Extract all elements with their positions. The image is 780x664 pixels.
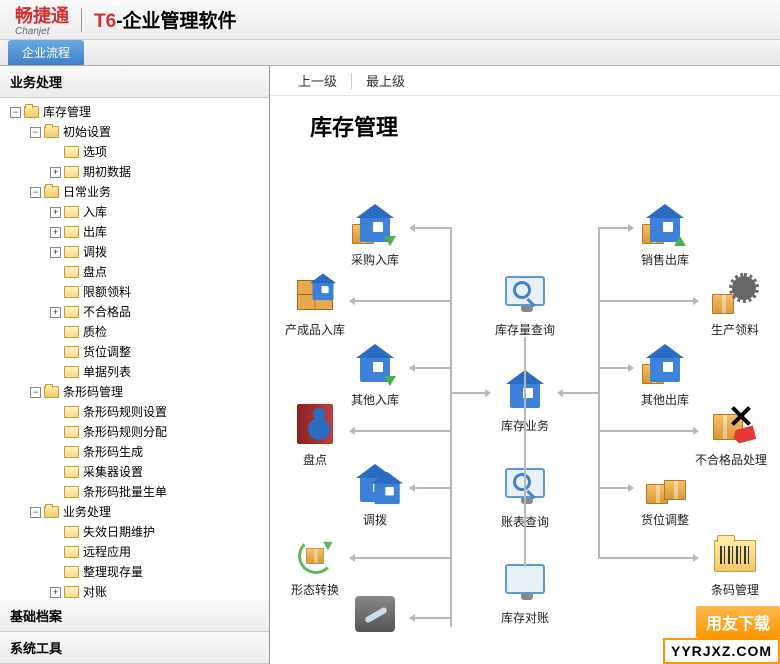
connector — [598, 430, 693, 432]
tree-limit[interactable]: 限额领料 — [50, 282, 267, 302]
connector — [415, 227, 450, 229]
node-shape-convert[interactable]: 形态转换 — [280, 532, 350, 598]
tree-tidystock[interactable]: 整理现存量 — [50, 562, 267, 582]
tree-reject[interactable]: +不合格品 — [50, 302, 267, 322]
logo: 畅捷通 Chanjet — [15, 2, 69, 37]
tree-barcode[interactable]: −条形码管理 — [30, 382, 267, 402]
node-stock-query[interactable]: 库存量查询 — [490, 272, 560, 338]
tree-out[interactable]: +出库 — [50, 222, 267, 242]
flow-diagram: 库存量查询 库存业务 账表查询 库存对账 采购入库 产成品入库 — [270, 142, 780, 662]
tree-root[interactable]: −库存管理 — [10, 102, 267, 122]
tree-biz[interactable]: −业务处理 — [30, 502, 267, 522]
tree-count[interactable]: 盘点 — [50, 262, 267, 282]
tree-remote[interactable]: 远程应用 — [50, 542, 267, 562]
tree-opts[interactable]: 选项 — [50, 142, 267, 162]
connector — [598, 557, 693, 559]
tree-qc[interactable]: 质检 — [50, 322, 267, 342]
tree-bcgen[interactable]: 条形码生成 — [50, 442, 267, 462]
node-barcode-mgmt[interactable]: 条码管理 — [700, 532, 770, 598]
node-finished-in[interactable]: 产成品入库 — [280, 272, 350, 338]
bc-top[interactable]: 最上级 — [352, 71, 419, 90]
content-area: 上一级 最上级 库存管理 库存量查询 库存业务 账表查询 库存对账 — [270, 66, 780, 664]
tree-bcrule[interactable]: 条形码规则设置 — [50, 402, 267, 422]
node-prod-pick[interactable]: 生产领料 — [700, 272, 770, 338]
watermark: 用友下载 YYRJXZ.COM — [663, 606, 780, 664]
app-header: 畅捷通 Chanjet T6-企业管理软件 — [0, 0, 780, 40]
connector — [415, 367, 450, 369]
section-tools[interactable]: 系统工具 — [0, 632, 269, 664]
watermark-box: 用友下载 — [696, 606, 780, 638]
bc-up[interactable]: 上一级 — [284, 71, 351, 90]
tree-initdata[interactable]: +期初数据 — [50, 162, 267, 182]
page-title: 库存管理 — [270, 96, 780, 142]
tree-locadj[interactable]: 货位调整 — [50, 342, 267, 362]
product-name: T6-企业管理软件 — [94, 6, 237, 33]
connector — [598, 227, 600, 559]
node-counting[interactable]: 盘点 — [280, 402, 350, 468]
tree-bcassign[interactable]: 条形码规则分配 — [50, 422, 267, 442]
connector — [415, 617, 450, 619]
connector — [598, 487, 628, 489]
tree-init[interactable]: −初始设置 — [30, 122, 267, 142]
connector — [415, 487, 450, 489]
node-sales-out[interactable]: 销售出库 — [630, 202, 700, 268]
tree-daily[interactable]: −日常业务 — [30, 182, 267, 202]
node-loc-adjust[interactable]: 货位调整 — [630, 462, 700, 528]
connector — [598, 227, 628, 229]
connector — [598, 300, 693, 302]
watermark-url: YYRJXZ.COM — [663, 638, 780, 664]
tree-in[interactable]: +入库 — [50, 202, 267, 222]
connector — [355, 430, 450, 432]
node-other-in[interactable]: 其他入库 — [340, 342, 410, 408]
breadcrumb: 上一级 最上级 — [270, 66, 780, 96]
sidebar: 业务处理 −库存管理 −初始设置 选项 +期初数据 −日常业务 +入库 — [0, 66, 270, 664]
node-reject-proc[interactable]: 不合格品处理 — [695, 402, 765, 468]
section-business[interactable]: 业务处理 — [0, 66, 269, 98]
logo-text: 畅捷通 — [15, 2, 69, 28]
section-base[interactable]: 基础档案 — [0, 600, 269, 632]
connector — [355, 557, 450, 559]
header-divider — [81, 8, 82, 32]
node-other-out[interactable]: 其他出库 — [630, 342, 700, 408]
tree-bcbatch[interactable]: 条形码批量生单 — [50, 482, 267, 502]
ribbon: 企业流程 — [0, 40, 780, 66]
connector — [598, 367, 628, 369]
connector — [450, 392, 485, 394]
connector — [524, 337, 526, 567]
tree-collector[interactable]: 采集器设置 — [50, 462, 267, 482]
nav-tree: −库存管理 −初始设置 选项 +期初数据 −日常业务 +入库 +出库 — [0, 98, 269, 600]
node-purchase-in[interactable]: 采购入库 — [340, 202, 410, 268]
tree-expire[interactable]: 失效日期维护 — [50, 522, 267, 542]
connector — [563, 392, 598, 394]
node-stock-recon[interactable]: 库存对账 — [490, 560, 560, 626]
tab-enterprise-flow[interactable]: 企业流程 — [8, 40, 84, 65]
connector — [355, 300, 450, 302]
tree-recon[interactable]: +对账 — [50, 582, 267, 600]
connector — [450, 227, 452, 627]
node-transfer[interactable]: 调拨 — [340, 462, 410, 528]
node-slate[interactable] — [340, 592, 410, 655]
tree-transfer[interactable]: +调拨 — [50, 242, 267, 262]
tree-billlist[interactable]: 单据列表 — [50, 362, 267, 382]
